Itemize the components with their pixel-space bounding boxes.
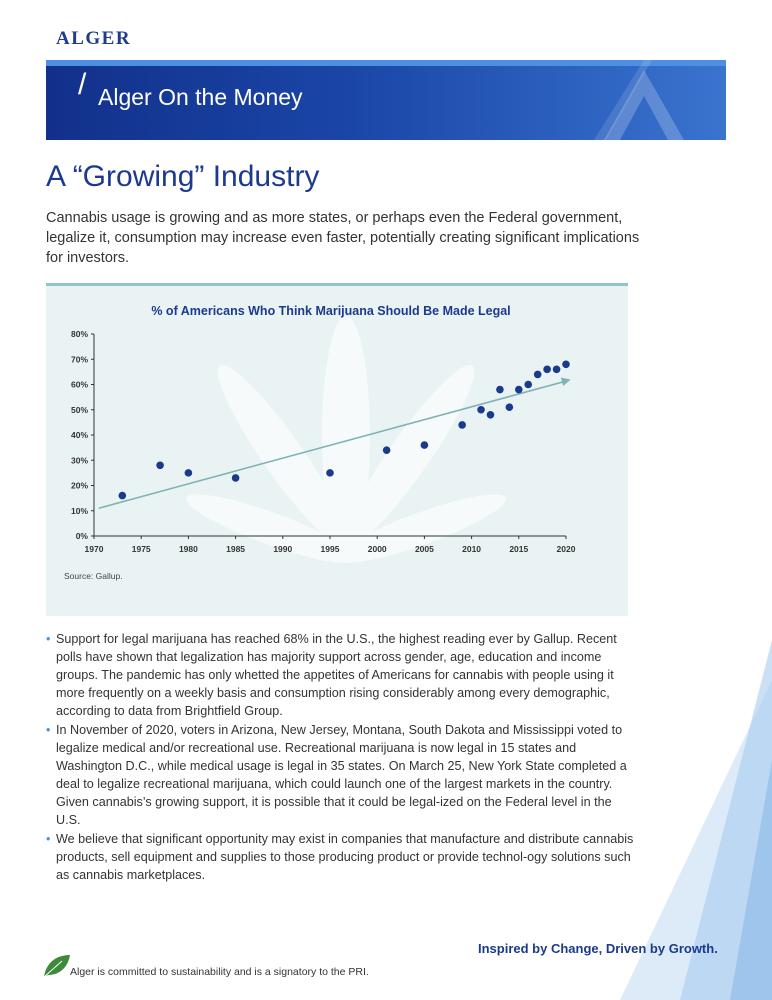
x-tick-label: 2020 <box>557 544 576 554</box>
y-tick-label: 60% <box>71 380 88 390</box>
bullet-item: • We believe that significant opportunity… <box>46 830 636 884</box>
page-headline: A “Growing” Industry <box>46 160 320 193</box>
data-point <box>184 469 193 477</box>
intro-paragraph: Cannabis usage is growing and as more st… <box>46 210 640 266</box>
alger-logo: ALGER <box>56 28 132 49</box>
trend-arrowhead-icon <box>560 377 571 387</box>
x-tick-label: 1980 <box>179 544 198 554</box>
data-point <box>477 405 485 414</box>
data-point <box>543 365 551 374</box>
cannabis-leaf-watermark <box>186 316 506 563</box>
bullet-dot-icon: • <box>46 832 51 846</box>
y-tick-label: 30% <box>71 455 88 465</box>
bullet-text: We believe that significant opportunity … <box>56 832 634 882</box>
tagline: Inspired by Change, Driven by Growth. <box>478 941 718 956</box>
data-point <box>326 469 334 477</box>
x-tick-label: 1985 <box>226 544 245 554</box>
data-point <box>231 474 240 482</box>
data-point <box>458 421 466 429</box>
data-point <box>496 385 504 394</box>
x-tick-label: 2005 <box>415 544 434 554</box>
y-tick-label: 40% <box>71 430 88 440</box>
decorative-triangles <box>620 640 772 1000</box>
data-point <box>118 491 127 500</box>
data-point <box>156 461 164 470</box>
trend-line <box>98 380 565 509</box>
leaf-icon <box>43 955 70 978</box>
y-tick-label: 20% <box>71 481 88 491</box>
x-tick-label: 2015 <box>509 544 528 554</box>
data-point <box>552 365 561 374</box>
bullet-dot-icon: • <box>46 723 51 737</box>
data-point <box>533 370 542 379</box>
y-tick-label: 50% <box>71 405 88 415</box>
chart-source: Source: Gallup. <box>64 571 123 581</box>
bullet-text: Support for legal marijuana has reached … <box>56 632 617 718</box>
bullet-item: • In November of 2020, voters in Arizona,… <box>46 721 636 829</box>
x-tick-label: 1990 <box>273 544 292 554</box>
x-tick-label: 1995 <box>321 544 340 554</box>
data-point <box>524 380 533 389</box>
y-tick-label: 0% <box>76 531 89 541</box>
data-point <box>486 411 495 419</box>
alger-a-mark-icon <box>594 60 684 140</box>
data-point <box>382 446 391 454</box>
banner-title: Alger On the Money <box>98 84 303 110</box>
bullet-item: • Support for legal marijuana has reached… <box>46 630 636 720</box>
banner-stripe <box>46 60 726 66</box>
header-banner: / Alger On the Money <box>46 60 726 140</box>
bullet-dot-icon: • <box>46 632 51 646</box>
y-tick-label: 70% <box>71 354 88 364</box>
chart-title: % of Americans Who Think Marijuana Shoul… <box>151 304 511 318</box>
chart-panel: 0% 10% 20% 30% 40% 50% 60% 70% 80% 1970 1975 1980 19… <box>46 283 628 616</box>
data-point <box>562 360 570 369</box>
x-tick-label: 1975 <box>132 544 151 554</box>
x-tick-label: 1970 <box>85 544 104 554</box>
bullet-text: In November of 2020, voters in Arizona, … <box>56 723 627 827</box>
banner-slash: / <box>78 68 87 101</box>
data-point <box>515 385 523 394</box>
sustainability-note: Alger is committed to sustainability and… <box>70 966 369 978</box>
y-tick-label: 10% <box>71 506 88 516</box>
x-tick-label: 2010 <box>462 544 481 554</box>
data-point <box>505 403 514 412</box>
x-tick-label: 2000 <box>368 544 387 554</box>
data-point <box>420 441 429 449</box>
scatter-chart: 0% 10% 20% 30% 40% 50% 60% 70% 80% 1970 1975 1980 19… <box>71 316 576 563</box>
bullet-list: • Support for legal marijuana has reached… <box>46 630 636 885</box>
y-tick-label: 80% <box>71 329 88 339</box>
